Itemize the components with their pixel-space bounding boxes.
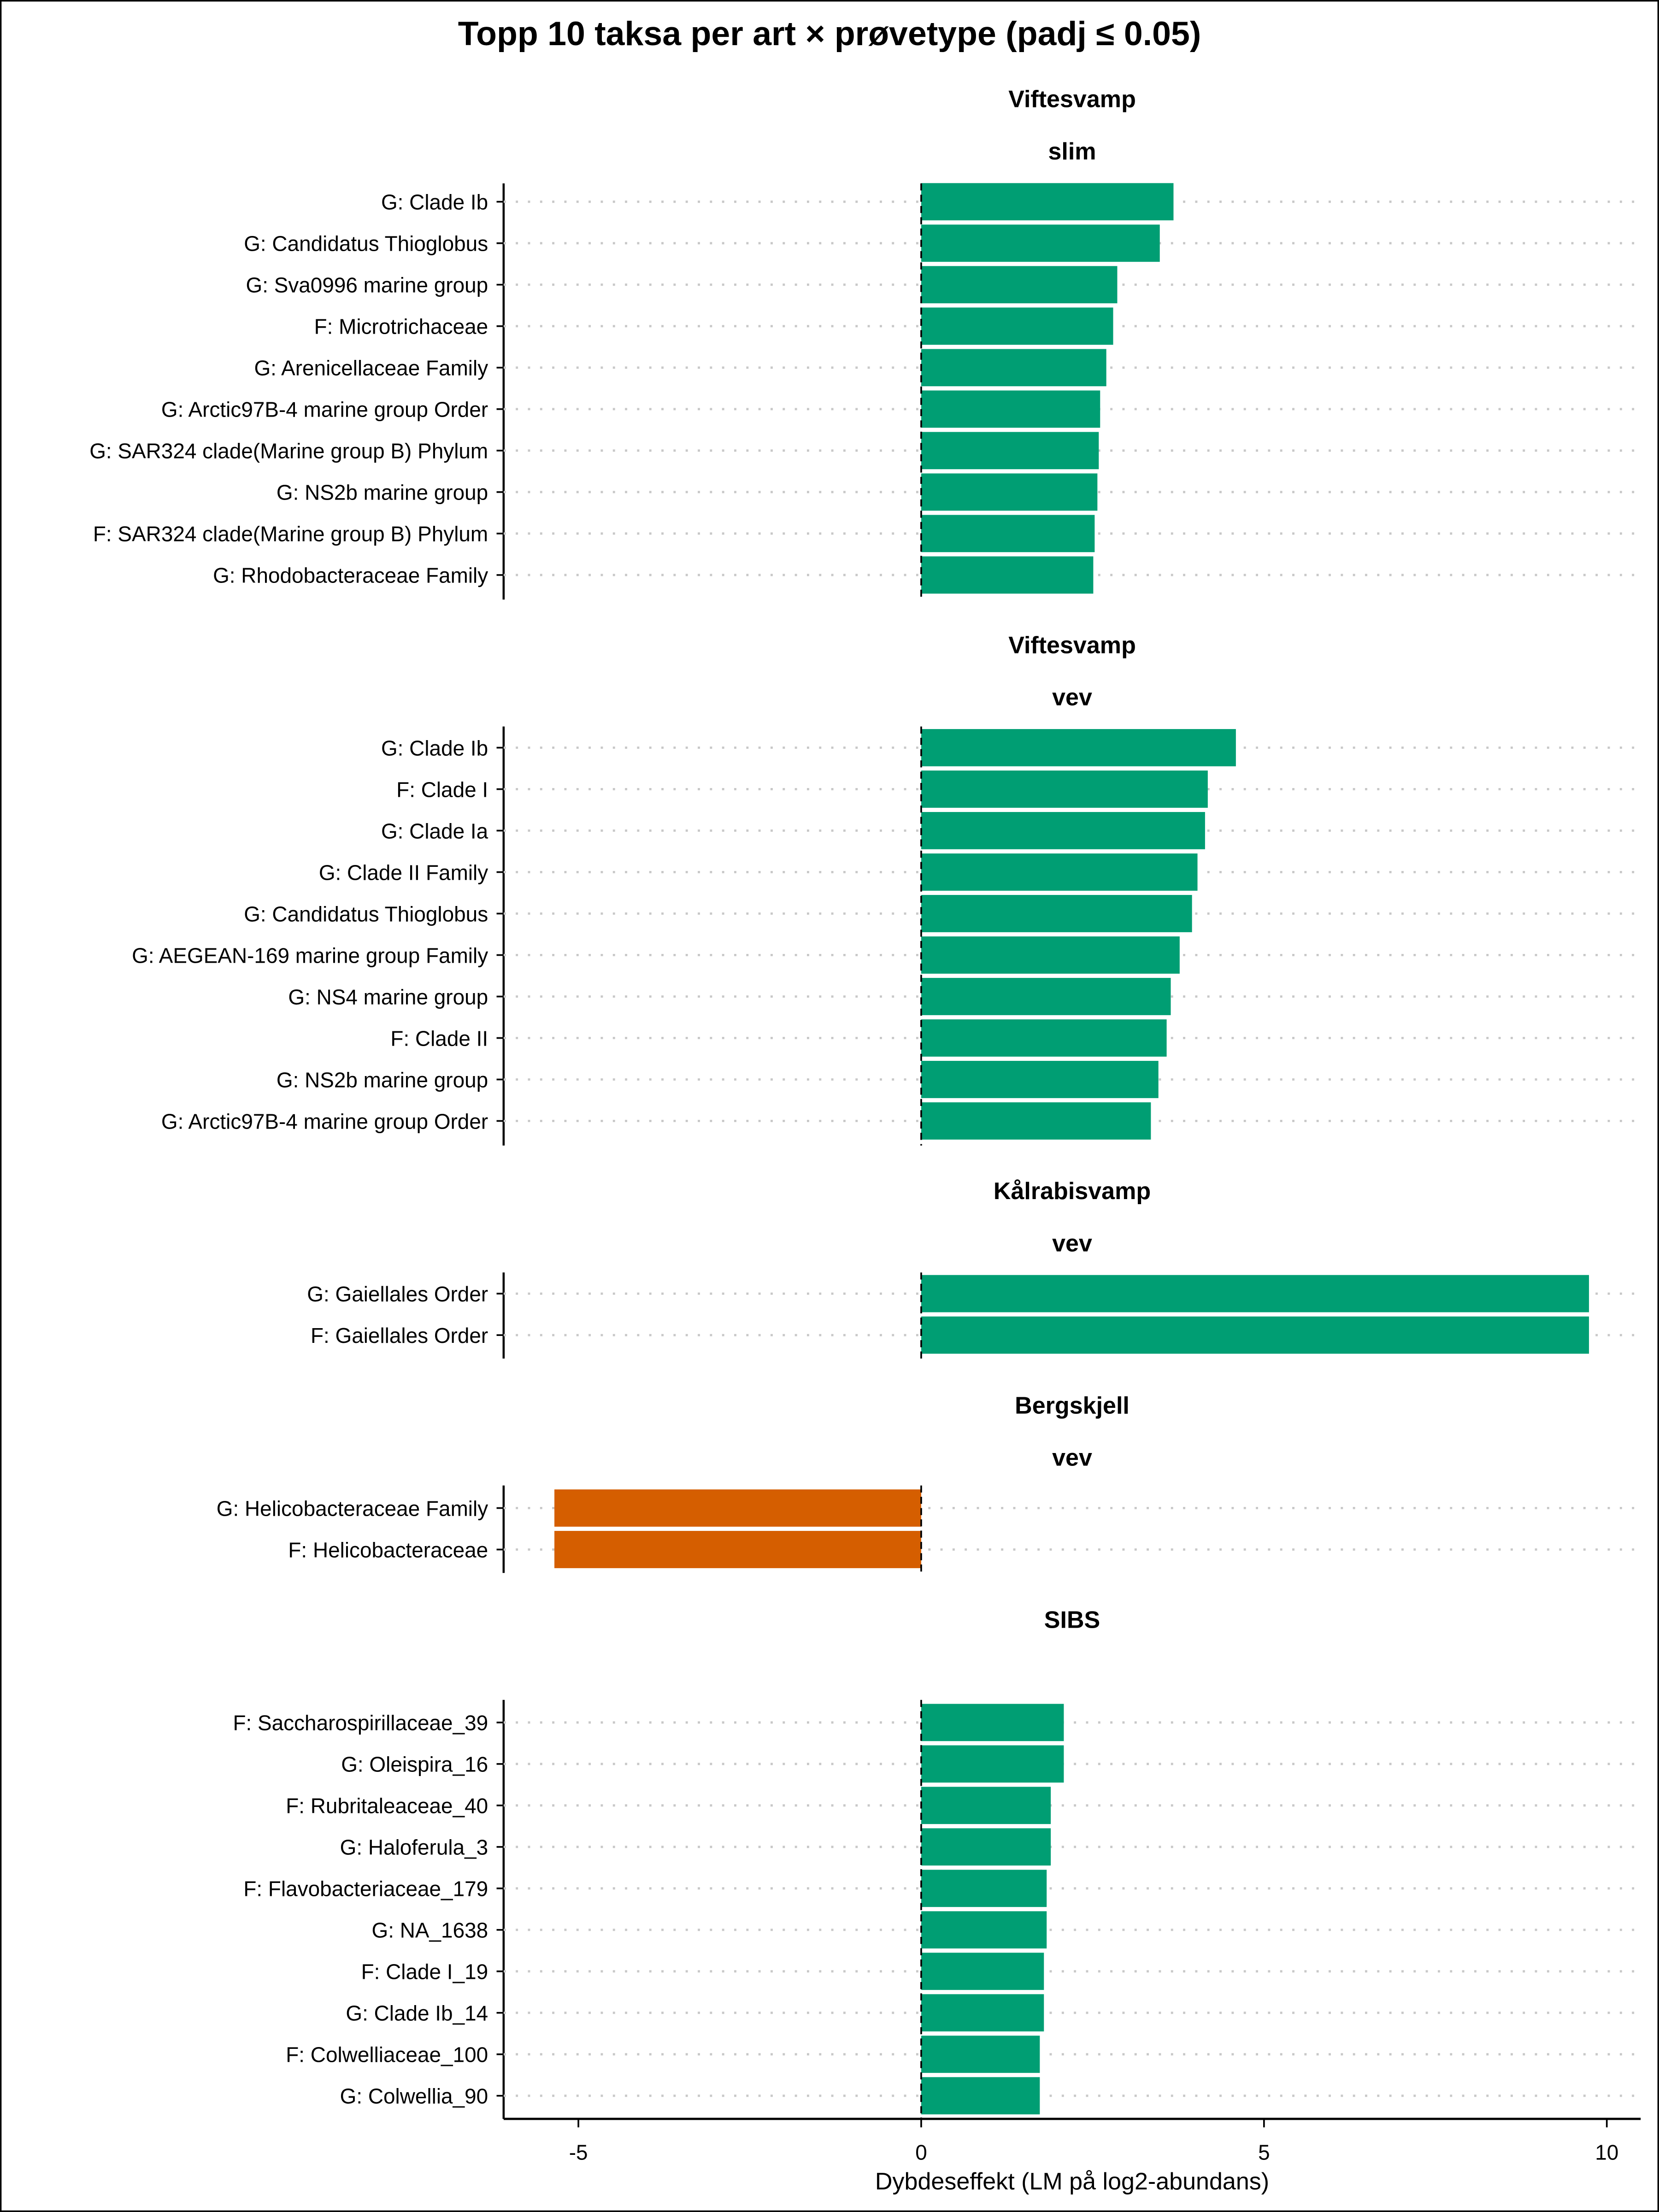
y-tick-label: G: Gaiellales Order [307, 1282, 488, 1306]
y-tick-label: G: Sva0996 marine group [246, 273, 488, 297]
y-tick-label: F: Colwelliaceae_100 [286, 2043, 488, 2067]
facet-strip-label: vev [1052, 1230, 1092, 1257]
bar [921, 1953, 1044, 1990]
x-tick-label: 10 [1595, 2141, 1618, 2165]
bar [921, 390, 1100, 428]
facet-panel-0: Viftesvamp slim G: Clade Ib G: Candidatus T… [89, 86, 1641, 600]
y-tick-label: G: Arctic97B-4 marine group Order [161, 1109, 488, 1133]
chart-title: Topp 10 taksa per art × prøvetype (padj … [458, 14, 1201, 53]
facet-strip-label: vev [1052, 684, 1092, 711]
bar [921, 1061, 1159, 1098]
y-tick-label: G: Arctic97B-4 marine group Order [161, 398, 488, 422]
y-tick-label: F: Microtrichaceae [314, 315, 488, 339]
bar [921, 1745, 1064, 1783]
y-tick-label: G: Clade Ib [381, 736, 488, 760]
y-tick-label: F: Clade I_19 [361, 1960, 488, 1984]
bar [921, 1828, 1051, 1866]
x-axis-label: Dybdeseffekt (LM på log2-abundans) [875, 2168, 1269, 2195]
y-tick-label: F: Flavobacteriaceae_179 [243, 1877, 488, 1901]
bar [921, 978, 1171, 1015]
facet-strip-label: Viftesvamp [1008, 632, 1136, 659]
bar [921, 853, 1198, 891]
bar [921, 812, 1205, 849]
bar [921, 473, 1098, 511]
bar [921, 936, 1180, 974]
y-tick-label: G: Arenicellaceae Family [254, 356, 488, 380]
y-tick-label: G: AEGEAN-169 marine group Family [132, 943, 488, 967]
facet-strip-label: Bergskjell [1015, 1392, 1130, 1419]
y-tick-label: G: Oleispira_16 [341, 1753, 488, 1777]
x-tick-label: 0 [915, 2141, 927, 2165]
y-tick-label: F: Helicobacteraceae [288, 1538, 488, 1562]
bar [921, 349, 1106, 387]
bar [921, 1787, 1051, 1824]
facet-panel-1: Viftesvamp vev G: Clade Ib F: Clade I G: Cla… [132, 632, 1641, 1146]
bar [921, 1704, 1064, 1741]
bar [921, 1911, 1047, 1949]
bar [921, 1275, 1589, 1312]
y-tick-label: G: Candidatus Thioglobus [244, 232, 488, 256]
y-tick-label: G: NS2b marine group [276, 1068, 488, 1092]
bar [921, 1102, 1151, 1140]
y-tick-label: G: NA_1638 [372, 1918, 488, 1942]
y-tick-label: F: Rubritaleaceae_40 [286, 1794, 488, 1818]
bar [921, 1994, 1044, 2032]
bar [921, 307, 1113, 345]
y-tick-label: F: Gaiellales Order [311, 1324, 488, 1347]
facet-strip-label: vev [1052, 1445, 1092, 1471]
bar [921, 2036, 1040, 2073]
bar [921, 224, 1160, 262]
y-tick-label: G: Candidatus Thioglobus [244, 902, 488, 926]
y-tick-label: G: NS4 marine group [288, 985, 488, 1009]
bar [921, 895, 1192, 932]
y-tick-label: G: Clade Ia [381, 819, 488, 843]
facet-strip-label: slim [1048, 138, 1096, 165]
y-tick-label: G: Colwellia_90 [340, 2084, 488, 2108]
bar [921, 432, 1099, 470]
bar [921, 2077, 1040, 2115]
x-axis: -5 0 5 10 [503, 2118, 1641, 2165]
y-tick-label: G: Haloferula_3 [340, 1835, 488, 1859]
y-tick-label: G: Rhodobacteraceae Family [213, 564, 488, 588]
y-tick-label: G: NS2b marine group [276, 481, 488, 505]
bar [921, 183, 1174, 221]
facet-strip-label: Viftesvamp [1008, 86, 1136, 113]
facet-strip-label: Kålrabisvamp [994, 1178, 1151, 1205]
facet-panel-3: Bergskjell vev G: Helicobacteraceae Family… [217, 1392, 1641, 1573]
bar [921, 771, 1208, 808]
bar [554, 1531, 921, 1568]
bar [554, 1489, 921, 1527]
bar [921, 515, 1095, 553]
facet-panel-2: Kålrabisvamp vev G: Gaiellales Order F: Gai… [307, 1178, 1641, 1359]
x-tick-label: 5 [1258, 2141, 1270, 2165]
y-tick-label: F: Clade I [396, 777, 488, 801]
bar [921, 1019, 1167, 1057]
y-tick-label: G: SAR324 clade(Marine group B) Phylum [89, 439, 488, 463]
bar [921, 1870, 1047, 1907]
bar [921, 729, 1236, 766]
y-tick-label: F: SAR324 clade(Marine group B) Phylum [93, 522, 488, 546]
x-tick-label: -5 [569, 2141, 588, 2165]
y-tick-label: F: Saccharospirillaceae_39 [233, 1711, 488, 1735]
y-tick-label: G: Clade Ib [381, 190, 488, 214]
y-tick-label: G: Helicobacteraceae Family [217, 1496, 488, 1520]
y-tick-label: F: Clade II [390, 1026, 488, 1050]
bar [921, 1316, 1589, 1354]
y-tick-label: G: Clade Ib_14 [346, 2001, 488, 2025]
bar [921, 266, 1118, 304]
y-tick-label: G: Clade II Family [319, 860, 488, 884]
facet-strip-label: SIBS [1044, 1607, 1100, 1634]
facet-panel-4: SIBS F: Saccharospirillaceae_39 G: Oleispi… [233, 1607, 1641, 2119]
bar [921, 556, 1094, 594]
